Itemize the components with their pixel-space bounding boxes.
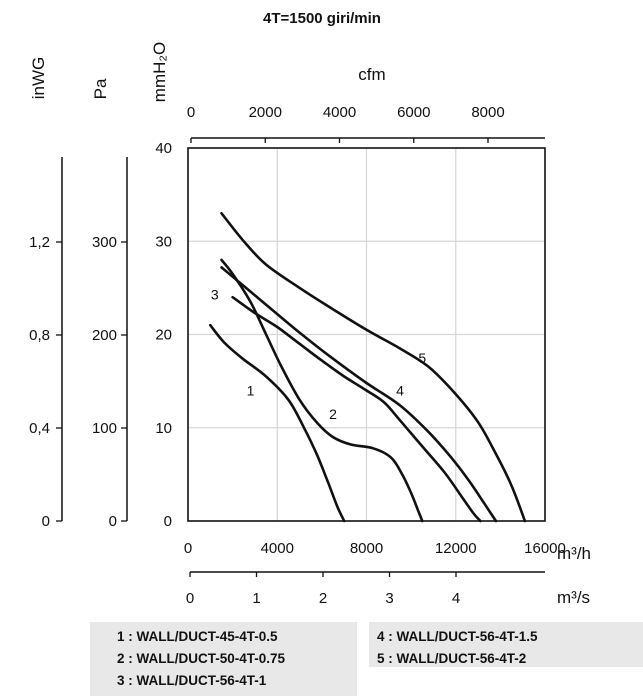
axes [56,137,546,577]
inwg-tick-label: 0,4 [29,420,50,437]
inwg-axis-label: inWG [29,57,48,100]
mmh2o-axis-label: mmH₂O [150,42,169,102]
m3h-tick-label: 12000 [435,540,477,557]
mmh2o-tick-label: 0 [164,513,172,530]
legend-item-1: 1 : WALL/DUCT-45-4T-0.5 [117,629,278,644]
m3s-tick-label: 3 [385,590,393,607]
curve-label-5: 5 [418,350,426,366]
curve-label-2: 2 [329,406,337,422]
cfm-tick-label: 2000 [249,104,282,121]
curve-1 [209,323,346,523]
m3s-axis-label: m³/s [557,588,590,607]
pa-tick-label: 300 [92,234,117,251]
legend-item-3: 3 : WALL/DUCT-56-4T-1 [117,673,267,688]
m3h-tick-label: 8000 [350,540,383,557]
legend-item-2: 2 : WALL/DUCT-50-4T-0.75 [117,651,286,666]
inwg-tick-label: 0 [42,513,50,530]
pa-tick-label: 200 [92,327,117,344]
legend-right-panel: 4 : WALL/DUCT-56-4T-1.5 5 : WALL/DUCT-56… [369,622,643,667]
fan-curve-chart: 4T=1500 giri/min inWG Pa mmH₂O cfm m³/h … [29,10,591,607]
pa-axis-label: Pa [91,78,110,99]
grid [188,148,545,521]
cfm-tick-label: 8000 [471,104,504,121]
inwg-tick-label: 1,2 [29,234,50,251]
curve-5 [220,212,527,523]
curve-label-4: 4 [396,382,404,398]
curve-label-3: 3 [211,286,219,302]
legend-item-4: 4 : WALL/DUCT-56-4T-1.5 [377,629,538,644]
m3h-tick-label: 16000 [524,540,566,557]
legend-item-5: 5 : WALL/DUCT-56-4T-2 [377,651,527,666]
cfm-tick-label: 6000 [397,104,430,121]
curves: 1 2 3 45 [209,212,527,523]
pa-tick-label: 0 [109,513,117,530]
m3h-tick-label: 0 [184,540,192,557]
curve-3 [231,295,482,523]
m3s-tick-label: 4 [452,590,460,607]
legend-left-panel: 1 : WALL/DUCT-45-4T-0.5 2 : WALL/DUCT-50… [90,622,357,696]
mmh2o-tick-label: 40 [155,140,172,157]
mmh2o-tick-label: 10 [155,420,172,437]
chart-title: 4T=1500 giri/min [263,10,381,27]
mmh2o-tick-label: 30 [155,233,172,250]
cfm-tick-label: 4000 [323,104,356,121]
curve-label-1: 1 [247,382,255,398]
mmh2o-tick-label: 20 [155,327,172,344]
plot-frame [187,147,546,522]
m3s-tick-label: 0 [186,590,194,607]
inwg-tick-label: 0,8 [29,327,50,344]
m3h-axis-label: m³/h [557,544,591,563]
curve-2 [220,258,424,523]
curve-4 [220,266,498,523]
cfm-tick-label: 0 [187,104,195,121]
pa-tick-label: 100 [92,420,117,437]
m3s-tick-label: 1 [252,590,260,607]
m3s-tick-label: 2 [319,590,327,607]
m3h-tick-label: 4000 [261,540,294,557]
cfm-axis-label: cfm [358,65,385,84]
